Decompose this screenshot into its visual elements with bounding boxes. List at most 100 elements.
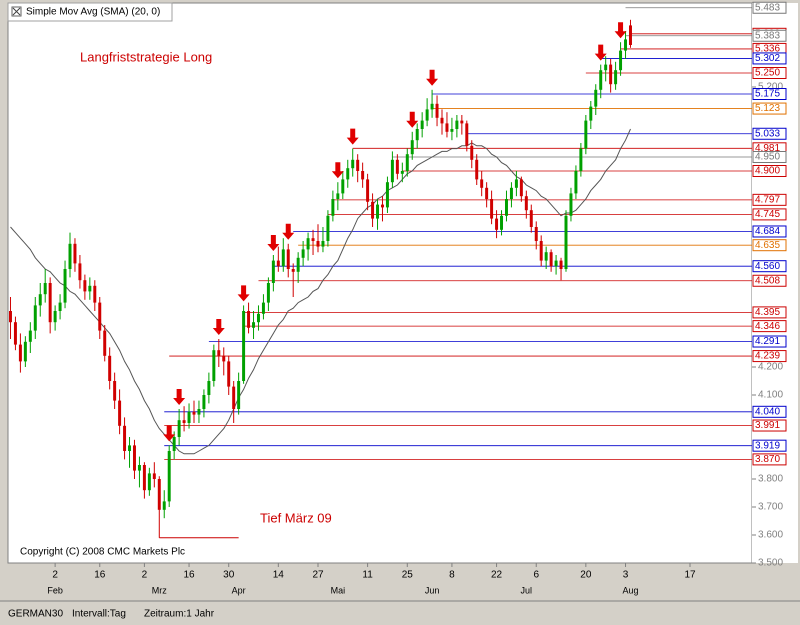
candle-body	[58, 302, 62, 311]
candle-body	[425, 109, 429, 121]
candle-body	[291, 269, 295, 272]
x-tick-label: 30	[223, 570, 235, 581]
level-label-box	[752, 208, 787, 221]
level-label: 5.123	[755, 103, 780, 114]
candle-body	[247, 311, 251, 328]
candle-body	[574, 171, 578, 194]
x-tick-label: 27	[312, 570, 324, 581]
candle-body	[38, 294, 42, 306]
plot-area	[7, 2, 753, 564]
candle-body	[321, 241, 325, 247]
candle-body	[549, 252, 553, 267]
candle-body	[589, 106, 593, 121]
footer-symbol: GERMAN30	[8, 609, 63, 620]
candle-body	[192, 411, 196, 415]
month-label: Aug	[622, 585, 638, 595]
level-label: 5.383	[755, 30, 780, 41]
level-label-box	[752, 306, 787, 319]
candle-body	[113, 381, 117, 401]
x-tick-label: 11	[362, 570, 373, 581]
candle-body	[316, 241, 320, 247]
level-label: 4.508	[755, 275, 780, 286]
footer-period: Zeitraum:1 Jahr	[144, 609, 215, 620]
level-label-box	[752, 453, 787, 466]
candle-body	[33, 305, 37, 331]
candle-body	[465, 123, 469, 146]
level-label: 4.950	[755, 152, 780, 163]
level-label: 4.346	[755, 321, 780, 332]
signal-arrow	[212, 319, 225, 335]
candle-body	[28, 330, 32, 342]
candle-body	[296, 257, 300, 272]
level-label-box	[752, 102, 787, 115]
candle-body	[242, 311, 246, 381]
candle-body	[544, 252, 548, 261]
candle-body	[519, 179, 523, 197]
level-label: 5.302	[755, 53, 780, 64]
candle-body	[68, 243, 72, 269]
legend-box	[7, 2, 173, 22]
candle-body	[78, 263, 82, 281]
candle-body	[504, 199, 508, 216]
x-tick-label: 22	[491, 570, 503, 581]
candle-body	[554, 260, 558, 267]
signal-arrow	[237, 285, 250, 302]
candle-body	[336, 193, 340, 199]
level-label: 5.033	[755, 128, 780, 139]
candle-body	[162, 501, 166, 510]
candle-body	[276, 260, 280, 267]
candle-body	[252, 322, 256, 328]
candle-body	[490, 199, 494, 219]
candle-body	[182, 420, 186, 423]
level-label-box	[752, 1, 787, 14]
candle-body	[98, 302, 102, 331]
signal-arrow	[173, 389, 186, 405]
month-label: Jul	[521, 585, 533, 595]
candle-body	[351, 159, 355, 169]
x-tick-label: 20	[580, 570, 592, 581]
candle-body	[271, 260, 275, 283]
candle-body	[202, 395, 206, 409]
y-tick-label: 5.200	[758, 82, 783, 93]
x-tick-label: 16	[183, 570, 195, 581]
level-label: 3.870	[755, 454, 780, 465]
candle-body	[410, 140, 414, 155]
candle-body	[301, 249, 305, 258]
y-tick-label: 3.600	[758, 530, 783, 541]
level-label-box	[752, 29, 787, 42]
level-label-box	[752, 419, 787, 432]
x-tick-label: 2	[52, 570, 58, 581]
signal-arrow	[406, 111, 419, 128]
level-label-box	[752, 350, 787, 363]
candle-body	[63, 269, 67, 303]
candle-body	[356, 159, 360, 171]
level-label-box	[752, 239, 787, 252]
signal-arrow	[346, 128, 359, 145]
y-tick-label: 3.700	[758, 502, 783, 513]
signal-arrow	[426, 69, 439, 86]
candle-body	[628, 25, 632, 45]
candle-body	[564, 215, 568, 269]
level-label: 4.395	[755, 307, 780, 318]
candle-body	[524, 196, 528, 211]
x-tick-label: 14	[273, 570, 285, 581]
signal-arrow	[331, 162, 344, 179]
candle-body	[450, 129, 454, 132]
level-label: 5.483	[755, 2, 780, 13]
candle-body	[23, 341, 27, 362]
level-label-box	[752, 405, 787, 418]
signal-arrow	[614, 22, 627, 39]
candle-body	[8, 311, 12, 323]
candle-body	[187, 411, 191, 423]
level-label: 5.336	[755, 44, 780, 55]
candle-body	[311, 238, 315, 241]
level-label: 4.797	[755, 194, 780, 205]
x-tick-label: 6	[533, 570, 539, 581]
candle-body	[237, 381, 241, 409]
candle-body	[455, 120, 459, 129]
candle-body	[579, 148, 583, 171]
level-label: 3.919	[755, 440, 780, 451]
level-label-box	[752, 88, 787, 100]
level-label: 5.250	[755, 68, 780, 79]
